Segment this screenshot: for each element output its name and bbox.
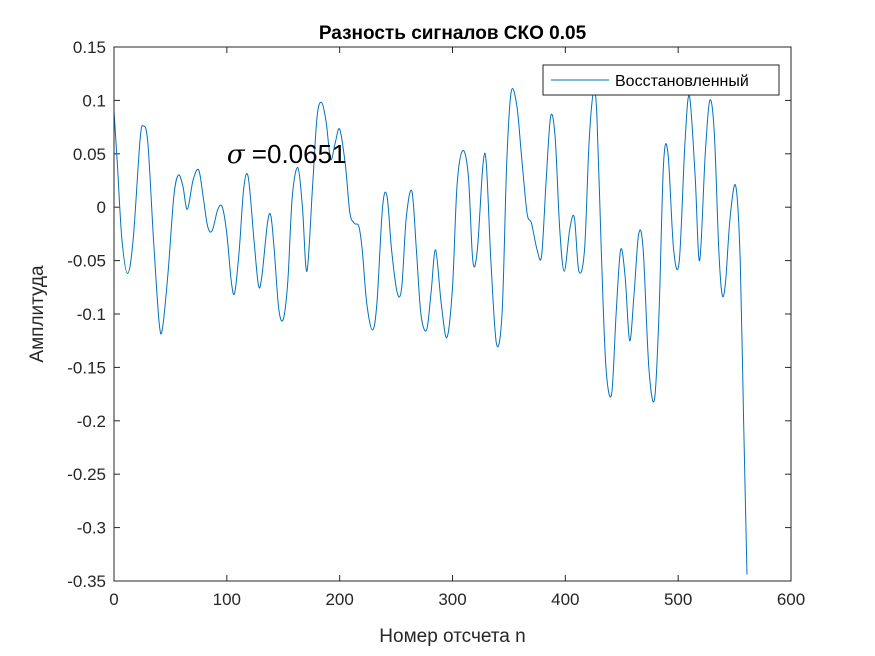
x-axis-label: Номер отсчета n: [379, 626, 525, 647]
x-tick-label: 600: [777, 590, 805, 609]
y-tick-label: -0.05: [67, 252, 106, 271]
y-tick-label: 0.15: [73, 38, 106, 57]
sigma-symbol: σ: [227, 140, 246, 170]
y-tick-label: -0.3: [77, 519, 106, 538]
series-line: [113, 87, 748, 575]
x-tick-label: 0: [109, 590, 118, 609]
y-tick-label: 0.1: [82, 91, 106, 110]
x-tick-label: 200: [325, 590, 353, 609]
legend-entry-label: Восстановленный: [615, 73, 749, 90]
x-tick-label: 100: [213, 590, 241, 609]
y-axis-label: Амплитуда: [27, 265, 48, 363]
y-tick-label: -0.35: [67, 572, 106, 591]
sigma-value: =0.0651: [245, 139, 347, 169]
y-tick-label: -0.25: [67, 465, 106, 484]
plot-frame: [113, 46, 792, 582]
sigma-annotation: σ =0.0651: [227, 139, 347, 170]
y-tick-label: -0.15: [67, 358, 106, 377]
plot-area: [114, 47, 791, 581]
y-tick-label: 0: [97, 198, 106, 217]
series-layer: [113, 87, 748, 575]
y-tick-label: -0.2: [77, 412, 106, 431]
legend: Восстановленный: [542, 64, 780, 96]
ticks-layer: 0 100 200 300 400 500 600 0.15 0.1 0.05 0 -0.05 -0.1…: [67, 38, 805, 609]
x-tick-label: 500: [664, 590, 692, 609]
y-tick-label: -0.1: [77, 305, 106, 324]
x-tick-label: 400: [551, 590, 579, 609]
x-tick-label: 300: [438, 590, 466, 609]
chart-title: Разность сигналов СКО 0.05: [319, 23, 587, 44]
y-tick-label: 0.05: [73, 145, 106, 164]
